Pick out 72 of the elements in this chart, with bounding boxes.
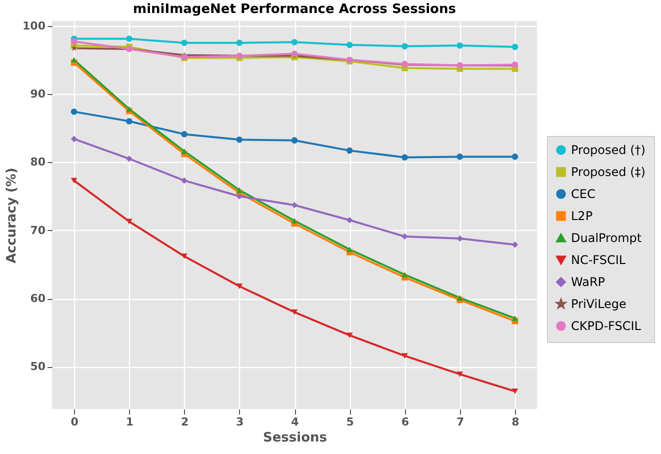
point xyxy=(291,202,298,208)
point xyxy=(512,316,518,322)
x-tick-label: 6 xyxy=(401,416,410,428)
point xyxy=(291,309,298,315)
y-tick-label: 90 xyxy=(30,87,46,100)
point xyxy=(126,106,132,112)
legend-label: NC-FSCIL xyxy=(571,253,626,267)
point xyxy=(70,108,78,115)
point xyxy=(181,254,188,259)
point xyxy=(402,43,408,50)
x-tick-label: 8 xyxy=(512,416,520,428)
point xyxy=(70,57,78,63)
point xyxy=(126,118,132,124)
point xyxy=(291,38,298,46)
legend-label: Proposed (†) xyxy=(571,143,646,157)
y-axis-title: Accuracy (%) xyxy=(4,168,20,264)
legend-label: PriViLege xyxy=(571,297,626,311)
y-tick-label: 50 xyxy=(30,360,46,374)
legend-label: CKPD-FSCIL xyxy=(571,319,642,333)
point xyxy=(71,45,78,51)
point xyxy=(512,44,518,50)
point xyxy=(346,332,353,338)
point xyxy=(126,156,132,162)
point xyxy=(70,38,78,45)
x-tick-label: 3 xyxy=(236,416,244,428)
point xyxy=(346,42,353,48)
point xyxy=(236,193,243,200)
point xyxy=(236,284,243,289)
point xyxy=(512,242,518,248)
legend-label: L2P xyxy=(571,209,593,223)
point xyxy=(236,187,243,193)
x-tick-label: 0 xyxy=(70,416,79,428)
point xyxy=(456,154,464,160)
point xyxy=(512,154,518,160)
point xyxy=(181,148,188,154)
point xyxy=(402,353,408,359)
point xyxy=(236,40,243,46)
x-tick-label: 1 xyxy=(126,416,134,428)
point xyxy=(70,178,78,184)
point xyxy=(402,154,408,161)
legend-label: Proposed (‡) xyxy=(571,165,646,179)
legend-label: WaRP xyxy=(571,275,606,289)
x-tick-label: 4 xyxy=(291,416,300,428)
point xyxy=(346,216,353,224)
legend-label: DualPrompt xyxy=(571,231,642,245)
point xyxy=(456,42,464,49)
legend-label: CEC xyxy=(571,187,596,201)
point xyxy=(291,218,298,224)
y-tick-label: 70 xyxy=(30,224,46,237)
point xyxy=(346,246,353,252)
point xyxy=(402,233,408,240)
y-tick-label: 60 xyxy=(30,292,46,306)
y-tick-label: 100 xyxy=(22,19,46,32)
x-axis-title: Sessions xyxy=(262,430,328,446)
point xyxy=(512,388,518,394)
point xyxy=(236,136,243,143)
y-tick-label: 80 xyxy=(30,156,46,169)
point xyxy=(181,177,188,184)
point xyxy=(456,295,464,301)
point xyxy=(456,371,464,377)
point xyxy=(456,235,464,242)
point xyxy=(181,131,188,138)
point xyxy=(346,147,353,154)
point xyxy=(126,36,132,42)
chart-title: miniImageNet Performance Across Sessions xyxy=(133,2,456,17)
x-tick-label: 2 xyxy=(180,416,189,428)
point xyxy=(291,137,298,144)
point xyxy=(402,272,408,278)
x-tick-label: 5 xyxy=(346,416,354,428)
point xyxy=(181,40,188,46)
x-tick-label: 7 xyxy=(456,416,464,428)
point xyxy=(70,136,78,142)
